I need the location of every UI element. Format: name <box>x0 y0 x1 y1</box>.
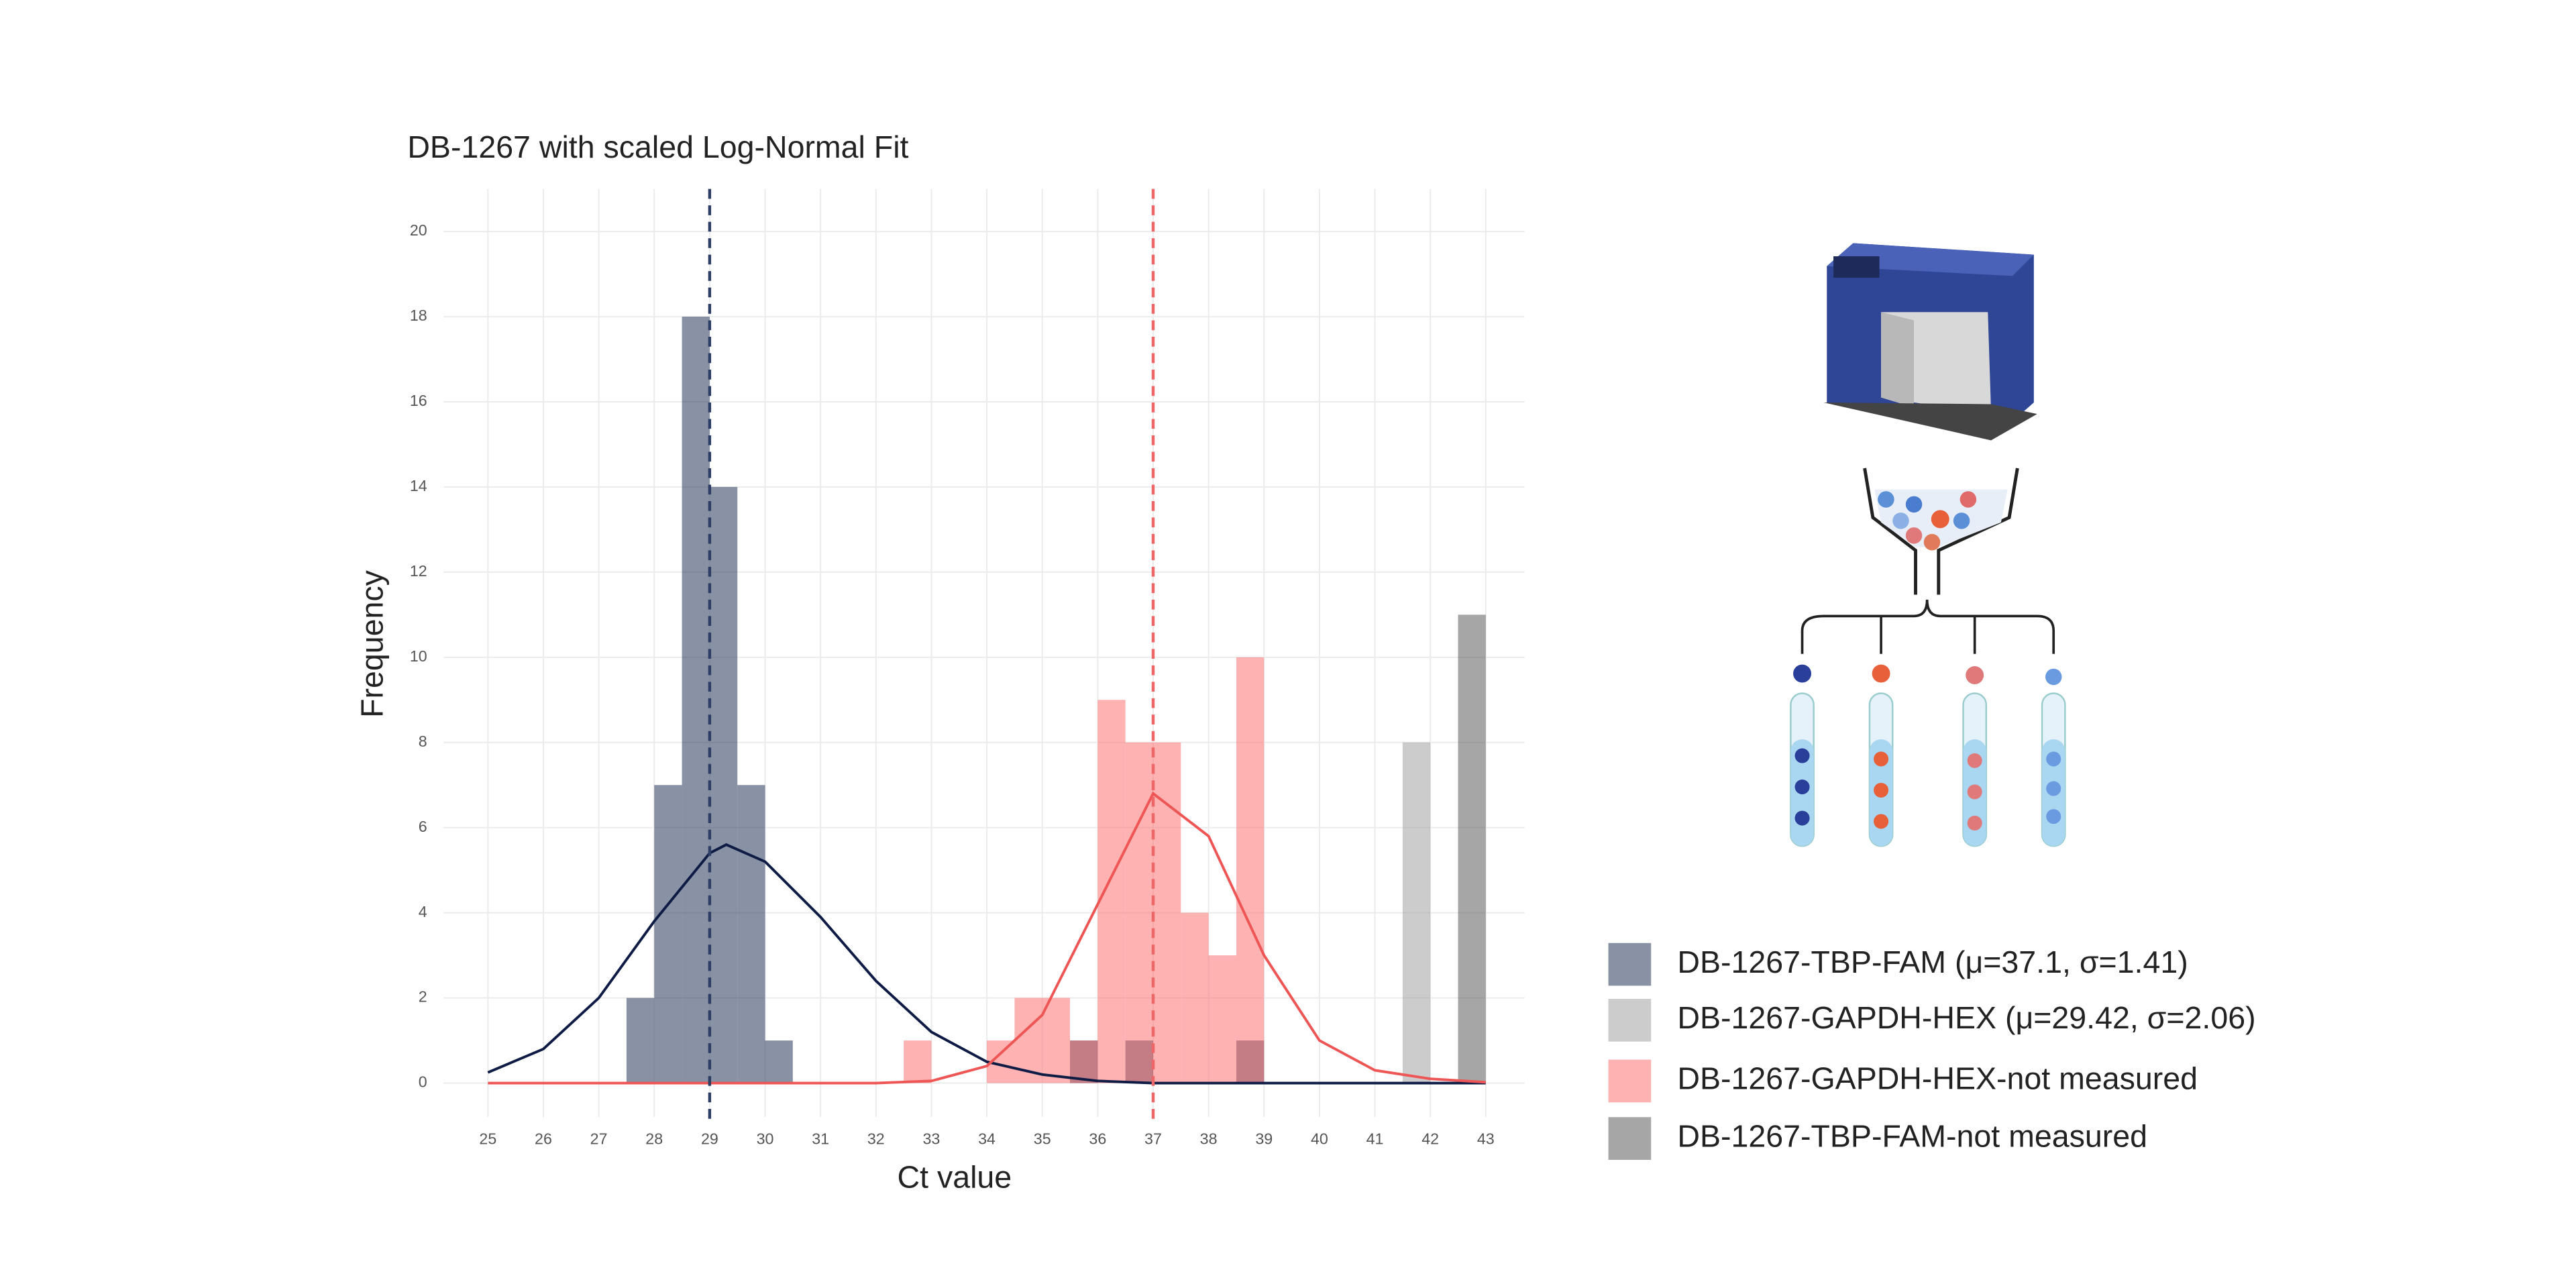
bar <box>765 1040 793 1083</box>
x-tick-label: 31 <box>812 1130 829 1148</box>
bar <box>1236 657 1265 1083</box>
legend-label: DB-1267-GAPDH-HEX (μ=29.42, σ=2.06) <box>1677 1000 2255 1035</box>
bar <box>1152 742 1181 1083</box>
bar <box>1042 998 1071 1083</box>
cells <box>1878 491 1977 551</box>
legend-swatch <box>1608 1117 1652 1160</box>
x-tick-label: 40 <box>1311 1130 1328 1148</box>
plot-area: 0 2 4 6 8 10 12 14 16 18 20 25 26 27 28 29 30 31 32 33 34 35 3… <box>410 189 1525 1148</box>
brace-arrows <box>1801 599 2055 654</box>
funnel <box>1863 468 2019 595</box>
y-tick-label: 4 <box>419 903 427 920</box>
bar <box>1402 742 1431 1083</box>
y-axis-title: Frequency <box>355 570 390 718</box>
y-tick-label: 20 <box>410 221 427 239</box>
tubes <box>1790 664 2066 847</box>
machine-base <box>1823 402 2037 441</box>
x-tick-label: 37 <box>1144 1130 1162 1148</box>
y-tick-label: 18 <box>410 307 427 324</box>
x-tick-label: 27 <box>590 1130 608 1148</box>
x-tick-label: 29 <box>701 1130 718 1148</box>
x-tick-label: 38 <box>1200 1130 1218 1148</box>
x-tick-label: 41 <box>1366 1130 1384 1148</box>
bar <box>709 486 738 1083</box>
x-tick-label: 35 <box>1034 1130 1051 1148</box>
bar <box>1458 614 1486 1083</box>
y-tick-label: 14 <box>410 477 427 494</box>
bar <box>654 785 682 1083</box>
legend-swatch <box>1608 1059 1652 1103</box>
fit-curve <box>488 791 1486 1085</box>
bar <box>626 998 655 1083</box>
y-tick-label: 16 <box>410 392 427 409</box>
y-tick-label: 8 <box>419 733 427 750</box>
legend-label: DB-1267-TBP-FAM (μ=37.1, σ=1.41) <box>1677 945 2188 979</box>
x-tick-label: 43 <box>1477 1130 1495 1148</box>
legend-swatch <box>1608 943 1652 986</box>
bar <box>737 785 765 1083</box>
x-tick-label: 25 <box>479 1130 496 1148</box>
legend-swatch <box>1608 998 1652 1042</box>
fit-curve <box>487 843 1486 1085</box>
x-axis-title: Ct value <box>898 1160 1012 1195</box>
chart-title: DB-1267 with scaled Log-Normal Fit <box>407 129 908 164</box>
y-tick-label: 6 <box>419 818 427 835</box>
legend: DB-1267-TBP-FAM (μ=37.1, σ=1.41) DB-1267-… <box>1608 943 2256 1160</box>
x-tick-label: 34 <box>978 1130 996 1148</box>
x-tick-label: 39 <box>1255 1130 1273 1148</box>
y-tick-label: 10 <box>410 647 427 665</box>
x-tick-label: 32 <box>867 1130 885 1148</box>
bar <box>1097 700 1126 1083</box>
x-tick-label: 42 <box>1421 1130 1439 1148</box>
bar <box>1181 912 1209 1083</box>
y-tick-label: 12 <box>410 562 427 580</box>
y-tick-label: 2 <box>419 988 427 1006</box>
x-tick-label: 28 <box>645 1130 663 1148</box>
x-tick-label: 30 <box>757 1130 774 1148</box>
machine-panel <box>1833 256 1880 278</box>
x-tick-label: 33 <box>922 1130 940 1148</box>
x-tick-label: 26 <box>535 1130 552 1148</box>
x-tick-label: 36 <box>1089 1130 1106 1148</box>
bar <box>1070 1040 1098 1083</box>
y-tick-label: 0 <box>419 1073 427 1091</box>
illustration <box>1790 243 2066 847</box>
machine-chamber-side <box>1881 312 1915 408</box>
legend-label: DB-1267-GAPDH-HEX-not measured <box>1677 1061 2198 1096</box>
bar <box>904 1040 932 1083</box>
bar <box>682 317 710 1083</box>
bar <box>1208 955 1236 1083</box>
bar <box>1125 742 1153 1083</box>
legend-label: DB-1267-TBP-FAM-not measured <box>1677 1118 2147 1153</box>
